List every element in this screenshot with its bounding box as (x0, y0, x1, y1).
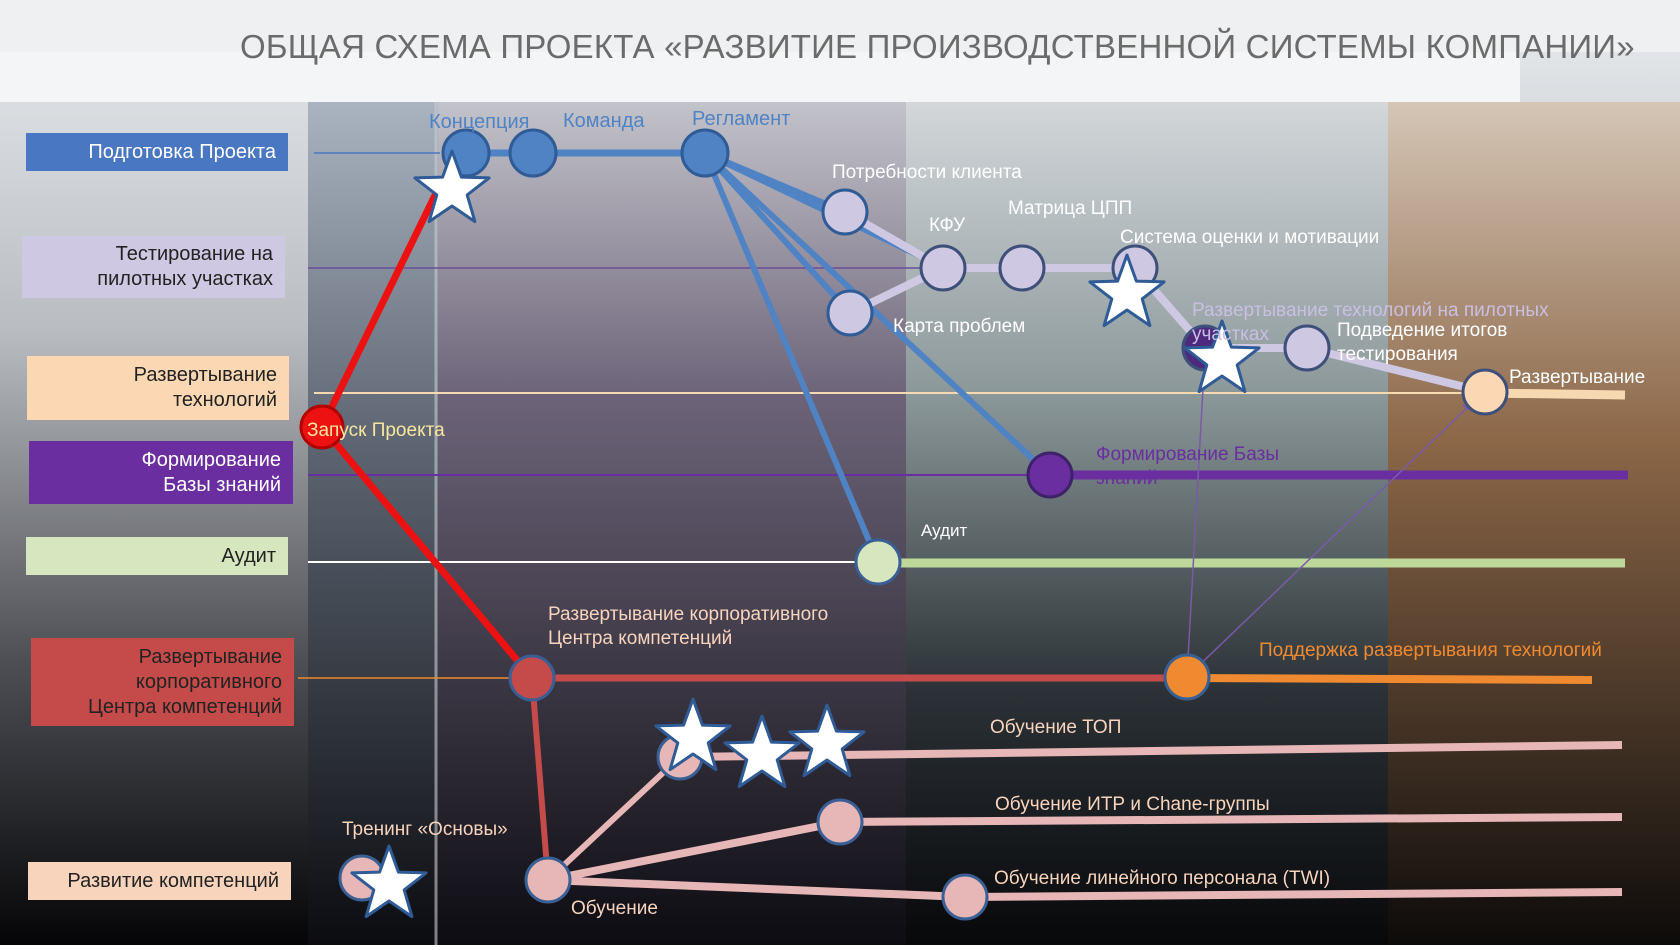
edge-training-top (545, 754, 683, 883)
track-label-testing: Тестирование на пилотных участках (22, 236, 285, 298)
twi-training-node (941, 873, 989, 921)
label-corp-center: Развертывание корпоративного Центра компе… (548, 604, 828, 649)
arrow-support-pilot (1186, 351, 1206, 678)
label-audit: Аудит (921, 521, 967, 540)
label-basics: Тренинг «Основы» (342, 819, 508, 840)
track-label-corp-center: Развертывание корпоративного Центра комп… (31, 638, 294, 726)
bg-stage-4 (1388, 102, 1680, 945)
bg-stage-1 (308, 102, 438, 945)
deployment-node (1461, 368, 1509, 416)
label-twi-training: Обучение линейного персонала (TWI) (994, 868, 1330, 889)
problem-map-node (826, 289, 874, 337)
milestone-star-top-2 (723, 714, 801, 789)
reglament-node (680, 128, 730, 178)
milestone-star-top-1 (654, 697, 732, 772)
label-problem-map: Карта проблем (893, 316, 1025, 337)
itr-training-node (816, 798, 864, 846)
title-bar (0, 0, 1680, 52)
launch-node (299, 404, 345, 450)
label-itr-training: Обучение ИТР и Chane-группы (995, 794, 1270, 815)
kfu-node (919, 244, 967, 292)
label-eval-system: Система оценки и мотивации (1120, 227, 1379, 248)
edge-summary-deploy (1306, 344, 1486, 396)
track-label-knowledge: Формирование Базы знаний (29, 441, 293, 504)
label-cpp-matrix: Матрица ЦПП (1008, 198, 1132, 219)
label-reglament: Регламент (692, 108, 790, 130)
tech-support-node (1163, 653, 1211, 701)
training-node (524, 856, 572, 904)
milestone-star-concept (413, 149, 491, 224)
edge-reg-audit (702, 151, 881, 564)
track-label-prep: Подготовка Проекта (26, 133, 288, 171)
team-node (508, 128, 558, 178)
edge-launch-corp (319, 424, 535, 681)
edge-reg-kb (702, 150, 1053, 478)
label-team: Команда (563, 110, 645, 132)
page-title: ОБЩАЯ СХЕМА ПРОЕКТА «РАЗВИТИЕ ПРОИЗВОДСТ… (240, 28, 1635, 65)
label-test-summary: Подведение итогов тестирования (1337, 320, 1507, 365)
label-client-needs: Потребности клиента (832, 162, 1022, 183)
corp-center-node (508, 654, 556, 702)
label-kb: Формирование Базы знаний (1096, 444, 1279, 489)
cpp-matrix-node (998, 244, 1046, 292)
label-launch: Запуск Проекта (307, 420, 445, 441)
edge-training-twi (547, 876, 966, 901)
test-summary-node (1283, 324, 1331, 372)
track-label-audit: Аудит (26, 537, 288, 575)
track-label-competence: Развитие компетенций (28, 862, 291, 900)
milestone-star-eval (1088, 253, 1166, 328)
title-bar-lower (0, 52, 1520, 102)
kb-node (1026, 451, 1074, 499)
audit-node (854, 538, 902, 586)
milestone-star-basics (350, 844, 428, 919)
track-label-deploy-tech: Развертывание технологий (27, 356, 289, 420)
arrow-support-deploy (1186, 404, 1471, 678)
label-deployment: Развертывание (1509, 367, 1645, 388)
label-pilot-deploy: Развертывание технологий на пилотных учас… (1192, 300, 1549, 345)
line-support (1184, 674, 1593, 684)
label-kfu: КФУ (929, 215, 966, 236)
client-needs-node (821, 188, 869, 236)
milestone-star-top-3 (788, 703, 866, 778)
milestone-star-pilot (1183, 319, 1261, 394)
label-training: Обучение (571, 898, 658, 919)
edge-launch-concept (318, 183, 444, 429)
edge-training-itr (547, 818, 841, 884)
label-top-training: Обучение ТОП (990, 717, 1121, 738)
label-concept: Концепция (429, 111, 529, 133)
line-itr (839, 813, 1623, 826)
edge-reg-problem (702, 150, 853, 316)
label-tech-support: Поддержка развертывания технологий (1259, 640, 1602, 661)
bg-stage-3 (906, 102, 1388, 945)
edge-corp-training (529, 677, 551, 881)
line-twi (964, 888, 1623, 901)
